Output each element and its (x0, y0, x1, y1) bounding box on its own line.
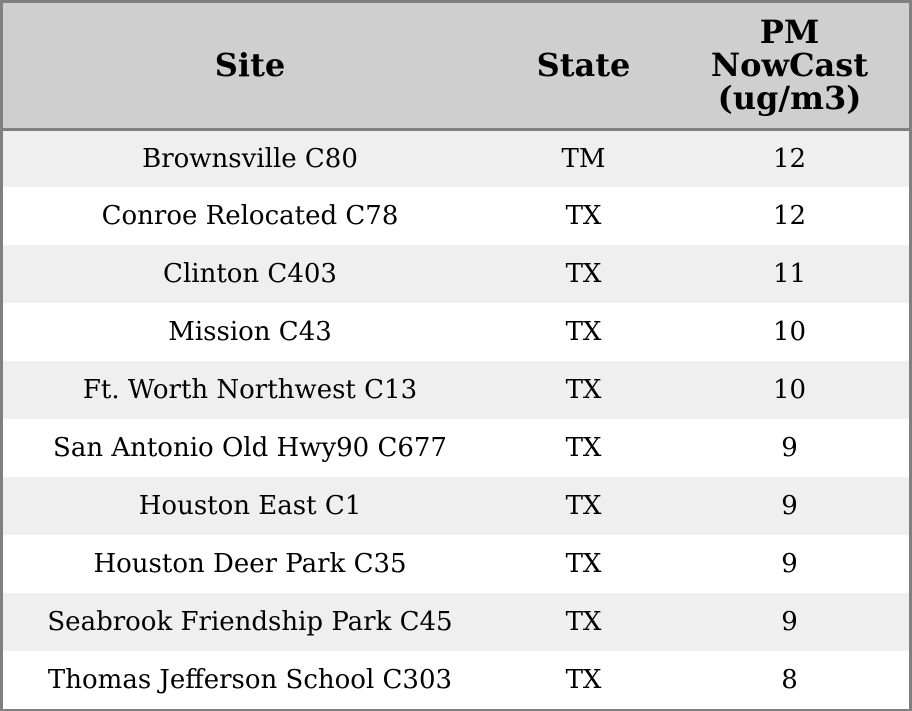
table-row: Ft. Worth Northwest C13 TX 10 (3, 361, 909, 419)
table-row: Seabrook Friendship Park C45 TX 9 (3, 593, 909, 651)
table-row: Thomas Jefferson School C303 TX 8 (3, 651, 909, 709)
cell-state: TX (565, 549, 602, 579)
cell-state: TX (565, 607, 602, 637)
cell-state: TX (565, 433, 602, 463)
column-header-site: Site (3, 3, 497, 131)
table-header: Site State PM NowCast (ug/m3) (3, 3, 909, 131)
pm-header-line-3: (ug/m3) (717, 78, 862, 117)
cell-site: Brownsville C80 (142, 143, 358, 174)
cell-site: Mission C43 (168, 317, 332, 347)
table-row: San Antonio Old Hwy90 C677 TX 9 (3, 419, 909, 477)
cell-state: TX (565, 317, 602, 347)
cell-site: Conroe Relocated C78 (101, 201, 399, 231)
cell-pm: 9 (781, 549, 798, 579)
table-body: Brownsville C80 TM 12 Conroe Relocated C… (3, 129, 909, 709)
cell-state: TX (565, 201, 602, 231)
cell-state: TX (565, 491, 602, 521)
column-header-state: State (497, 3, 670, 131)
cell-state: TX (565, 375, 602, 405)
cell-pm: 8 (781, 665, 798, 695)
column-header-pm-nowcast: PM NowCast (ug/m3) (670, 3, 909, 131)
pm-header-line-2: NowCast (710, 45, 869, 84)
table-row: Conroe Relocated C78 TX 12 (3, 187, 909, 245)
table-row: Clinton C403 TX 11 (3, 245, 909, 303)
pm-nowcast-table: Site State PM NowCast (ug/m3) Brownsvill… (3, 3, 909, 709)
cell-pm: 10 (772, 317, 807, 347)
table-row: Houston Deer Park C35 TX 9 (3, 535, 909, 593)
cell-state: TX (565, 665, 602, 695)
cell-state: TM (561, 143, 606, 174)
cell-pm: 9 (781, 433, 798, 463)
cell-site: Ft. Worth Northwest C13 (82, 375, 418, 405)
cell-site: Houston Deer Park C35 (93, 549, 407, 579)
table-row: Mission C43 TX 10 (3, 303, 909, 361)
pm-header-line-1: PM (759, 12, 820, 51)
cell-site: Houston East C1 (138, 491, 362, 521)
cell-pm: 10 (772, 375, 807, 405)
table-row: Brownsville C80 TM 12 (3, 129, 909, 187)
cell-pm: 11 (772, 259, 807, 289)
cell-site: Thomas Jefferson School C303 (47, 665, 453, 695)
cell-site: Clinton C403 (163, 259, 337, 289)
cell-pm: 9 (781, 607, 798, 637)
cell-pm: 12 (772, 143, 807, 174)
cell-pm: 12 (772, 201, 807, 231)
table-row: Houston East C1 TX 9 (3, 477, 909, 535)
cell-state: TX (565, 259, 602, 289)
header-row: Site State PM NowCast (ug/m3) (3, 3, 909, 131)
cell-site: Seabrook Friendship Park C45 (47, 607, 453, 637)
cell-pm: 9 (781, 491, 798, 521)
cell-site: San Antonio Old Hwy90 C677 (53, 433, 447, 463)
